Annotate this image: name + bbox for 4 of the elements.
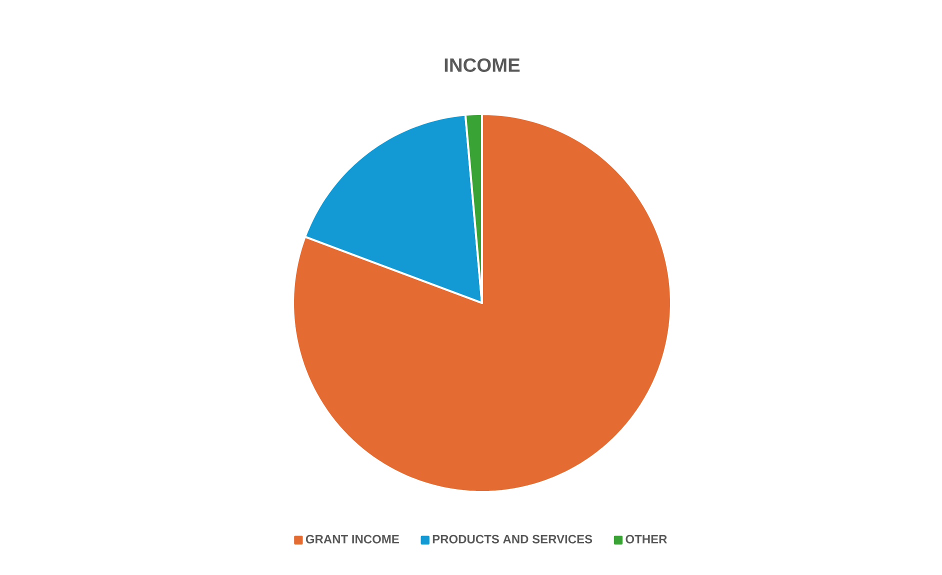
legend-label: OTHER [626,534,667,544]
legend-label: PRODUCTS AND SERVICES [432,534,592,544]
chart-title: INCOME [444,58,520,72]
legend-label: GRANT INCOME [306,534,399,544]
